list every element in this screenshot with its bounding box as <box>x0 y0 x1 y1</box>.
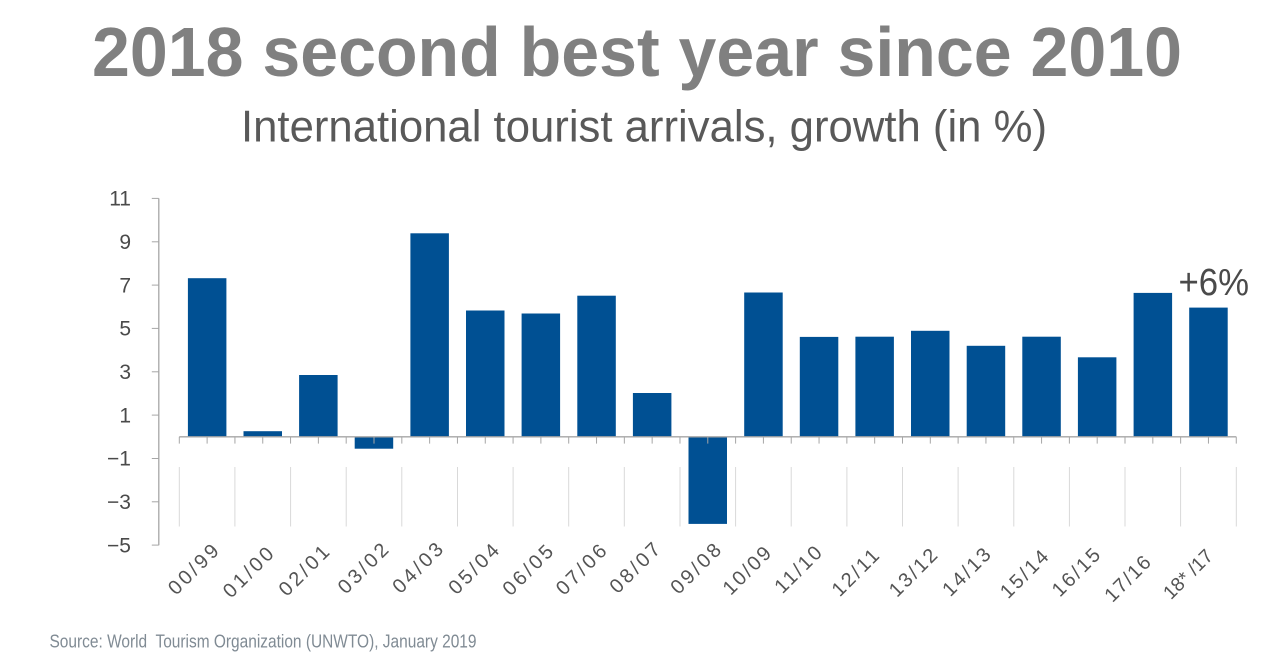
svg-text:00/99: 00/99 <box>164 538 226 600</box>
svg-text:05/04: 05/04 <box>444 538 506 600</box>
svg-text:11: 11 <box>109 188 131 211</box>
svg-text:Source: World Tourism Organiz: Source: World Tourism Organization (UNWT… <box>50 632 477 652</box>
svg-text:−1: −1 <box>107 448 131 471</box>
svg-text:18* /17: 18* /17 <box>1160 546 1218 604</box>
svg-text:3: 3 <box>119 361 131 384</box>
svg-text:01/00: 01/00 <box>219 541 281 603</box>
svg-text:+6%: +6% <box>1179 261 1250 304</box>
svg-text:5: 5 <box>119 318 131 341</box>
svg-text:07/06: 07/06 <box>552 538 614 600</box>
svg-text:03/02: 03/02 <box>334 537 396 599</box>
svg-text:International tourist arrivals: International tourist arrivals, growth (… <box>241 103 1047 152</box>
svg-text:2018 second best year since 20: 2018 second best year since 2010 <box>92 13 1182 91</box>
svg-text:11/10: 11/10 <box>771 540 829 598</box>
svg-text:15/14: 15/14 <box>996 544 1055 603</box>
svg-text:10/09: 10/09 <box>719 541 778 600</box>
svg-text:12/11: 12/11 <box>828 543 886 601</box>
svg-text:04/03: 04/03 <box>388 536 450 598</box>
svg-text:−5: −5 <box>107 534 131 557</box>
svg-text:−3: −3 <box>107 491 131 514</box>
svg-text:7: 7 <box>119 274 131 297</box>
svg-text:02/01: 02/01 <box>275 539 337 601</box>
svg-text:08/07: 08/07 <box>606 536 668 598</box>
svg-text:14/13: 14/13 <box>938 542 997 601</box>
svg-text:09/08: 09/08 <box>666 537 728 599</box>
svg-text:9: 9 <box>119 231 131 254</box>
svg-text:17/16: 17/16 <box>1100 550 1156 606</box>
svg-text:06/05: 06/05 <box>499 539 561 601</box>
svg-text:16/15: 16/15 <box>1048 543 1107 602</box>
svg-text:1: 1 <box>119 404 131 427</box>
svg-text:13/12: 13/12 <box>885 543 944 602</box>
